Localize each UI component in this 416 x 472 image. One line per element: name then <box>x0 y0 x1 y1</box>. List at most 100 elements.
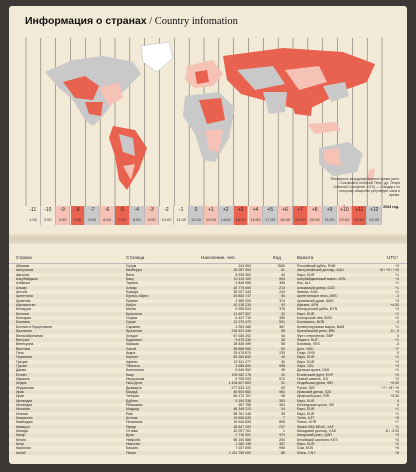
timezone-offset: +10 <box>340 207 349 213</box>
cell-utc: +7 <box>395 346 399 351</box>
cell-country: Албания <box>16 281 31 286</box>
country-table: Абхазия Сухум 243 564 7840 Российский рубль,… <box>9 264 407 456</box>
cell-country: Германия <box>16 355 32 360</box>
cell-capital: Алжир <box>126 285 137 290</box>
table-row: Индонезия Джакарта 277 534 122 62 Рупия, IDR… <box>9 386 407 390</box>
cell-utc: +1 <box>395 290 399 295</box>
cell-capital: Копенгаген <box>126 368 144 373</box>
page-fold <box>9 234 407 244</box>
cell-utc: +4 <box>395 298 399 303</box>
cell-currency: Фунт стерлингов, GBP <box>297 333 334 338</box>
cell-country: Канада <box>16 429 28 434</box>
cell-utc: -4 <box>395 320 399 325</box>
cell-population: 98 858 950 <box>233 346 251 351</box>
cell-country: Кипр <box>16 442 24 447</box>
cell-utc: +2 <box>395 442 399 447</box>
cell-code: 964 <box>279 389 285 394</box>
cell-utc: +3 <box>395 307 399 312</box>
cell-capital: Афины <box>126 359 138 364</box>
table-row: Израиль Иерусалим 9 795 000 972 Новый шекель… <box>9 377 407 381</box>
timezone-time: 3:00 <box>58 217 67 222</box>
cell-currency: Российский рубль, RUB <box>297 264 336 268</box>
cell-country: Ирландия <box>16 398 33 403</box>
cell-country: Беларусь <box>16 307 32 312</box>
cell-country: Великобритания <box>16 333 43 338</box>
cell-population: 5 946 952 <box>235 368 251 373</box>
cell-currency: Индийская рупия, INR <box>297 381 333 386</box>
cell-code: 86 <box>281 450 285 455</box>
table-row: Беларусь Минск 9 255 524 375 Белорусский руб… <box>9 307 407 311</box>
cell-code: 995 <box>279 363 285 368</box>
timezone-offset: 0 <box>194 207 198 213</box>
cell-population: 109 262 178 <box>231 372 251 377</box>
cell-capital: Бразилиа <box>126 329 142 334</box>
timezone-time: 15:00 <box>235 217 246 222</box>
cell-code: 44 <box>281 333 285 338</box>
cell-country: Камбоджа <box>16 420 33 425</box>
timezone-offset: +1 <box>208 207 214 213</box>
table-row: Абхазия Сухум 243 564 7840 Российский рубль,… <box>9 264 407 268</box>
cell-code: 354 <box>279 403 285 407</box>
timezone-offset: +12 <box>369 207 379 213</box>
cell-population: 9 795 000 <box>235 376 251 381</box>
cell-code: 30 <box>281 359 285 364</box>
timezone-bar: -11 1:00 -10 2:00 -9 3:00 -8 4:00 -7 5:00 -6 6:00 -5… <box>26 206 382 225</box>
header-population: Население, чел. <box>201 255 236 260</box>
cell-utc: +7 <box>395 420 399 425</box>
world-timezone-map <box>23 30 383 206</box>
cell-country: Дания <box>16 368 27 373</box>
cell-population: 55 100 586 <box>233 437 251 442</box>
cell-currency: Евро, EUR <box>297 311 315 316</box>
cell-utc: +1 <box>395 368 399 373</box>
cell-population: 243 564 <box>238 264 251 268</box>
timezone-cell: -4 8:00 <box>129 206 145 225</box>
table-row: Венесуэла Каракас 28 838 499 58 Боливар, VES… <box>9 342 407 346</box>
cell-country: Австрия <box>16 272 30 277</box>
cell-capital: Луанда <box>126 290 138 295</box>
cell-country: Египет <box>16 372 27 377</box>
timezone-cell: +8 20:00 <box>307 206 323 225</box>
table-row: Германия Берлин 83 369 843 49 Евро, EUR +1 <box>9 355 407 360</box>
table-row: Египет Каир 109 262 178 20 Египетский фунт, … <box>9 372 407 377</box>
cell-currency: Риель, KHR <box>297 420 317 425</box>
cell-code: 994 <box>279 277 285 282</box>
cell-currency: Донг, VND <box>297 346 314 351</box>
cell-population: 89 172 767 <box>233 394 251 399</box>
cell-capital: Сухум <box>126 264 137 268</box>
cell-population: 58 761 146 <box>233 411 251 416</box>
table-row: Дания Копенгаген 5 946 952 45 Датская крона,… <box>9 368 407 372</box>
cell-country: Казахстан <box>16 416 33 421</box>
timezone-time: 14:00 <box>220 217 231 222</box>
cell-currency: Рупия, IDR <box>297 385 315 390</box>
table-row: Австрия Вена 8 935 362 43 Евро, EUR +1 <box>9 273 407 277</box>
cell-population: 40 218 234 <box>233 303 251 308</box>
table-row: Вьетнам Ханой 98 858 950 84 Донг, VND +7 <box>9 346 407 351</box>
cell-capital: Баку <box>126 277 134 282</box>
table-row: Босния и Герцеговина Сараево 3 263 466 387 К… <box>9 325 407 329</box>
cell-code: 359 <box>279 316 285 321</box>
timezone-cell: -10 2:00 <box>40 206 56 225</box>
table-row: Китай Пекин 1 411 750 000 86 Юань, CNY +8 <box>9 450 407 456</box>
title-subtitle: / Country infomation <box>149 16 238 27</box>
timezone-cell: -7 5:00 <box>85 206 101 225</box>
cell-population: 1 428 627 663 <box>228 381 251 386</box>
cell-currency: Евро, EUR <box>297 411 315 416</box>
cell-code: 7840 <box>277 264 285 268</box>
cell-capital: Яунде <box>126 424 137 429</box>
cell-code: 20 <box>281 372 285 377</box>
cell-code: 974 <box>279 433 285 438</box>
timezone-cell: -11 1:00 <box>26 206 41 225</box>
table-row: Ирак Багдад 45 504 560 964 Иракский динар, I… <box>9 389 407 395</box>
timezone-offset: -7 <box>90 207 95 213</box>
cell-utc: +1 <box>395 272 399 277</box>
timezone-offset: -8 <box>75 207 80 213</box>
timezone-offset: -6 <box>104 207 110 213</box>
cell-country: Индонезия <box>16 385 34 390</box>
cell-utc: +5 <box>395 416 399 421</box>
timezone-offset: -5 <box>119 207 125 213</box>
table-row: Камбоджа Пномпень 16 944 826 855 Риель, KHR +… <box>9 420 407 424</box>
timezone-time: 24:00 <box>369 217 380 222</box>
cell-capital: Тбилиси <box>126 363 140 368</box>
timezone-offset: +7 <box>297 207 303 213</box>
table-row: Бразилия Бразилиа 216 422 446 55 Бразильский… <box>9 329 407 334</box>
